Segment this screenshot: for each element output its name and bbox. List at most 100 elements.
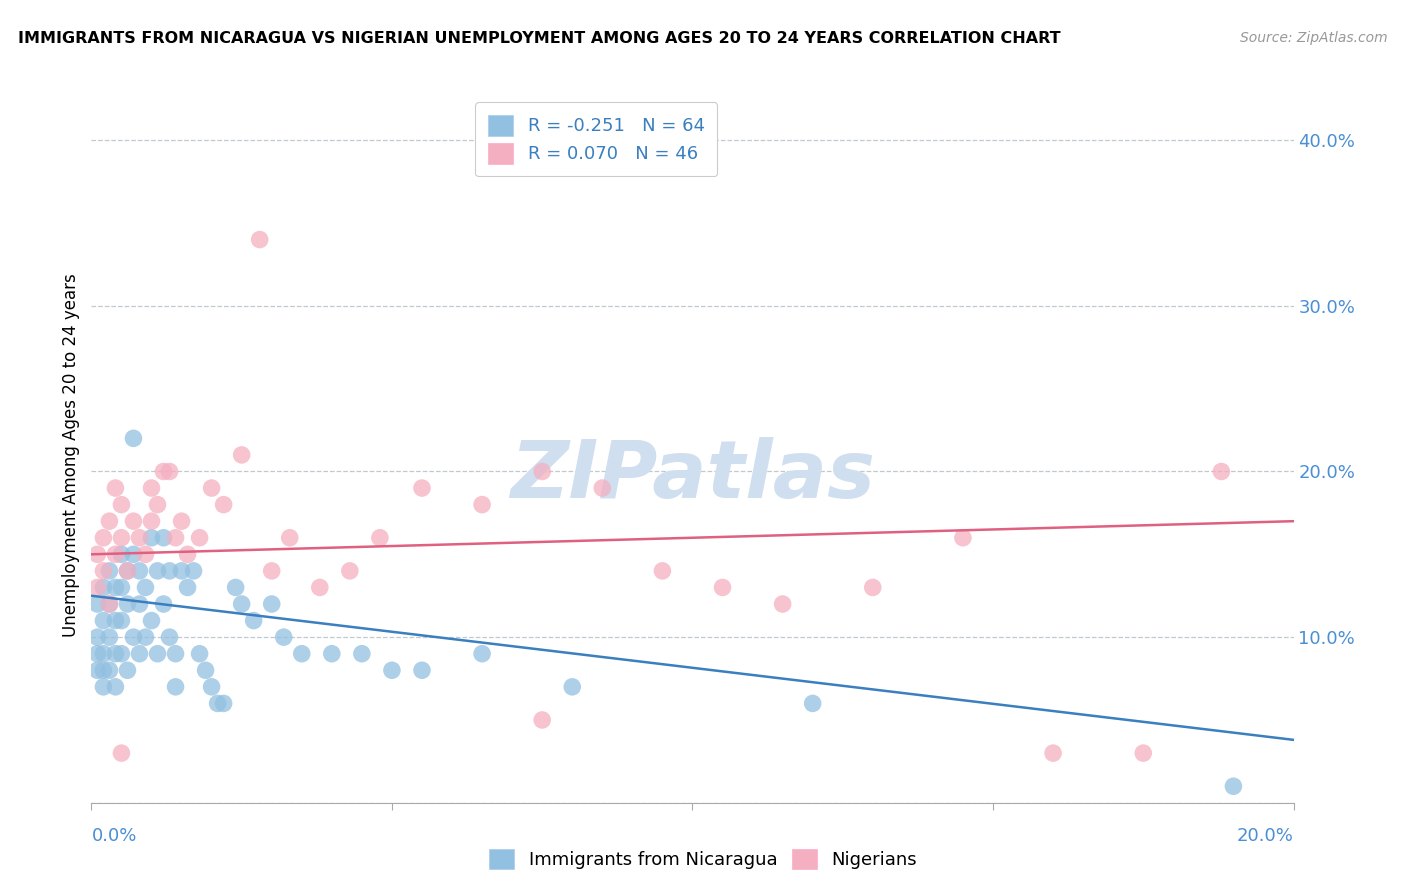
Point xyxy=(201,481,224,495)
Point xyxy=(165,531,187,545)
Point xyxy=(141,481,163,495)
Point xyxy=(411,663,433,677)
Point xyxy=(531,713,554,727)
Point xyxy=(278,531,301,545)
Point xyxy=(117,597,139,611)
Point xyxy=(159,630,181,644)
Point xyxy=(183,564,205,578)
Point xyxy=(98,663,121,677)
Point xyxy=(141,514,163,528)
Point xyxy=(201,680,224,694)
Point xyxy=(93,564,115,578)
Point xyxy=(561,680,583,694)
Point xyxy=(339,564,361,578)
Point xyxy=(134,581,156,595)
Point xyxy=(98,514,121,528)
Point xyxy=(152,531,174,545)
Point xyxy=(146,564,169,578)
Text: Source: ZipAtlas.com: Source: ZipAtlas.com xyxy=(1240,31,1388,45)
Point xyxy=(93,663,115,677)
Point xyxy=(98,597,121,611)
Text: ZIPatlas: ZIPatlas xyxy=(510,437,875,515)
Point xyxy=(86,630,108,644)
Point xyxy=(207,697,229,711)
Point xyxy=(110,647,132,661)
Point xyxy=(188,647,211,661)
Point xyxy=(260,564,283,578)
Point xyxy=(93,647,115,661)
Point xyxy=(212,498,235,512)
Point xyxy=(1132,746,1154,760)
Point xyxy=(93,531,115,545)
Point xyxy=(117,663,139,677)
Point xyxy=(212,697,235,711)
Point xyxy=(98,564,121,578)
Point xyxy=(104,680,127,694)
Point xyxy=(225,581,247,595)
Point xyxy=(159,465,181,479)
Point xyxy=(308,581,330,595)
Point xyxy=(110,531,132,545)
Point xyxy=(141,531,163,545)
Point xyxy=(98,597,121,611)
Point xyxy=(711,581,734,595)
Point xyxy=(117,564,139,578)
Point xyxy=(531,465,554,479)
Point xyxy=(952,531,974,545)
Y-axis label: Unemployment Among Ages 20 to 24 years: Unemployment Among Ages 20 to 24 years xyxy=(62,273,80,637)
Point xyxy=(122,547,145,561)
Point xyxy=(134,630,156,644)
Point xyxy=(98,630,121,644)
Point xyxy=(1222,779,1244,793)
Point xyxy=(122,630,145,644)
Point xyxy=(1042,746,1064,760)
Point xyxy=(368,531,391,545)
Point xyxy=(110,547,132,561)
Point xyxy=(170,564,193,578)
Point xyxy=(110,498,132,512)
Point xyxy=(134,547,156,561)
Point xyxy=(321,647,343,661)
Point xyxy=(176,547,198,561)
Text: IMMIGRANTS FROM NICARAGUA VS NIGERIAN UNEMPLOYMENT AMONG AGES 20 TO 24 YEARS COR: IMMIGRANTS FROM NICARAGUA VS NIGERIAN UN… xyxy=(18,31,1062,46)
Legend: R = -0.251   N = 64, R = 0.070   N = 46: R = -0.251 N = 64, R = 0.070 N = 46 xyxy=(475,103,717,177)
Point xyxy=(411,481,433,495)
Point xyxy=(170,514,193,528)
Text: 20.0%: 20.0% xyxy=(1237,827,1294,845)
Point xyxy=(165,680,187,694)
Point xyxy=(122,431,145,445)
Point xyxy=(152,465,174,479)
Point xyxy=(242,614,264,628)
Point xyxy=(104,614,127,628)
Point xyxy=(249,233,271,247)
Point xyxy=(93,614,115,628)
Point xyxy=(104,547,127,561)
Point xyxy=(273,630,295,644)
Point xyxy=(381,663,404,677)
Point xyxy=(128,597,150,611)
Point xyxy=(93,680,115,694)
Point xyxy=(128,564,150,578)
Point xyxy=(194,663,217,677)
Point xyxy=(93,581,115,595)
Point xyxy=(86,547,108,561)
Point xyxy=(86,581,108,595)
Point xyxy=(152,597,174,611)
Point xyxy=(651,564,673,578)
Point xyxy=(128,531,150,545)
Point xyxy=(104,481,127,495)
Point xyxy=(86,647,108,661)
Point xyxy=(146,498,169,512)
Point xyxy=(350,647,373,661)
Point xyxy=(471,647,494,661)
Point xyxy=(188,531,211,545)
Point xyxy=(110,746,132,760)
Text: 0.0%: 0.0% xyxy=(91,827,136,845)
Point xyxy=(772,597,794,611)
Point xyxy=(291,647,314,661)
Point xyxy=(141,614,163,628)
Point xyxy=(165,647,187,661)
Point xyxy=(110,581,132,595)
Legend: Immigrants from Nicaragua, Nigerians: Immigrants from Nicaragua, Nigerians xyxy=(479,839,927,879)
Point xyxy=(176,581,198,595)
